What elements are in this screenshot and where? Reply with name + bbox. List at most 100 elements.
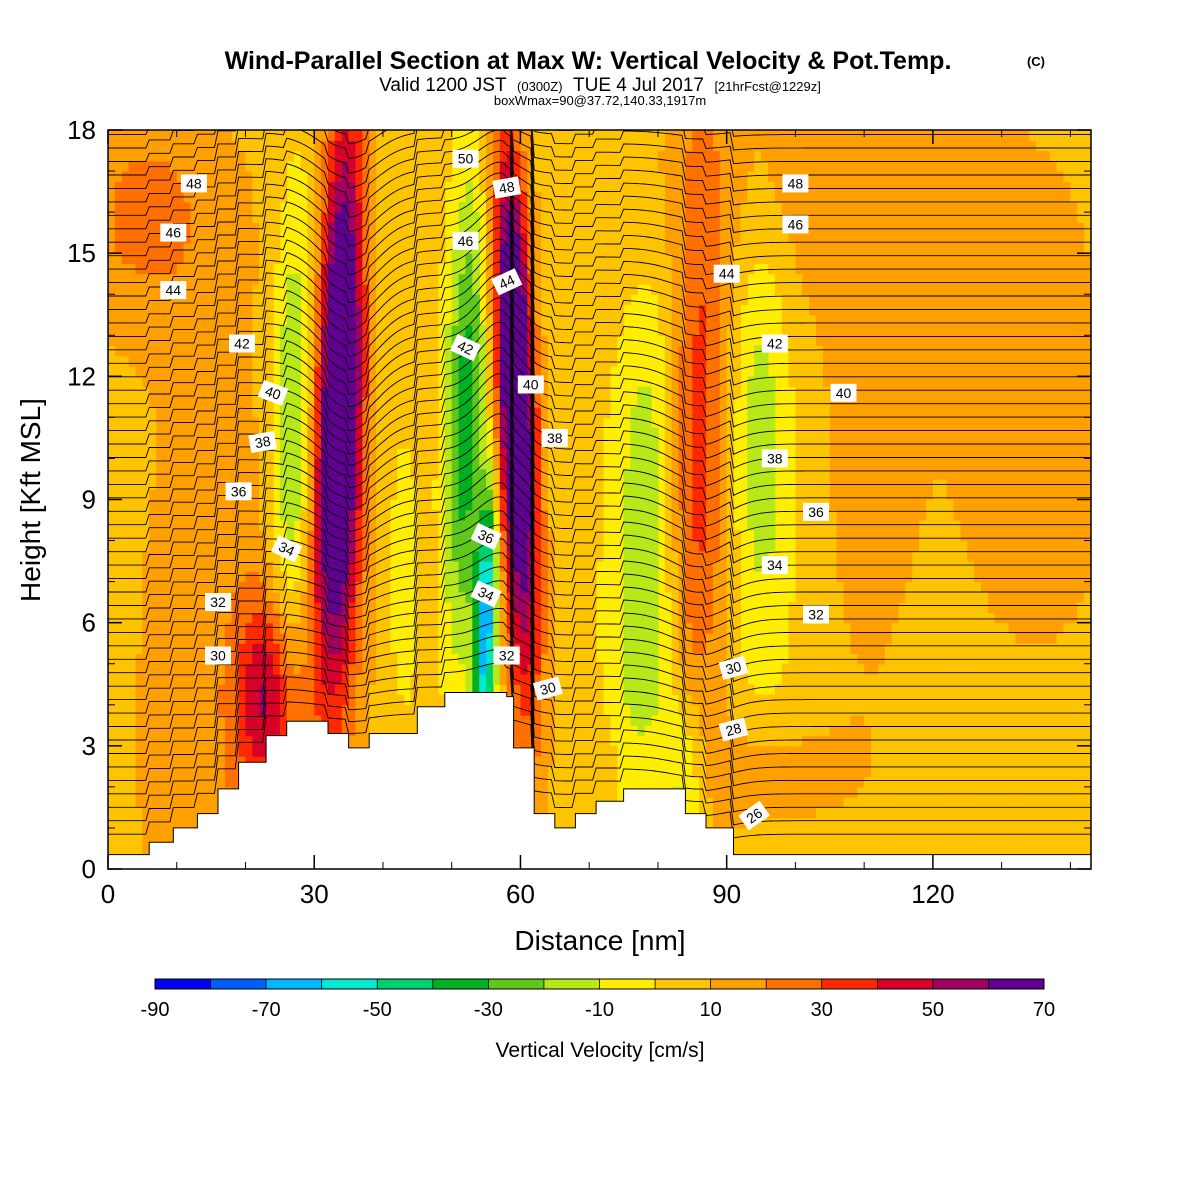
vv-cell	[108, 643, 116, 655]
vv-cell	[149, 232, 157, 244]
vv-cell	[348, 591, 357, 603]
vv-cell	[183, 612, 192, 624]
vv-cell	[417, 581, 425, 593]
vv-cell	[451, 509, 460, 521]
vv-cell	[479, 561, 487, 572]
vv-cell	[369, 622, 377, 634]
vv-cell	[541, 530, 549, 542]
vv-cell	[465, 263, 473, 275]
vv-cell	[108, 602, 116, 614]
vv-cell	[369, 160, 377, 172]
vv-cell	[231, 171, 240, 182]
vv-cell	[389, 694, 398, 706]
vv-cell	[190, 540, 198, 552]
vv-cell	[637, 612, 645, 624]
vv-cell	[307, 263, 315, 275]
vv-cell	[341, 478, 350, 490]
vv-cell	[589, 283, 597, 295]
vv-cell	[272, 130, 281, 141]
vv-cell	[403, 294, 412, 306]
vv-cell	[541, 191, 549, 203]
vv-cell	[300, 622, 308, 634]
vv-cell	[568, 437, 577, 449]
vv-cell	[266, 489, 274, 501]
vv-cell	[293, 427, 302, 439]
vv-cell	[382, 437, 391, 449]
vv-cell	[499, 427, 508, 439]
vv-cell	[554, 520, 563, 531]
vv-cell	[547, 786, 556, 798]
vv-cell	[156, 304, 164, 316]
vv-cell	[376, 407, 384, 418]
vv-cell	[149, 632, 157, 644]
vv-cell	[348, 694, 357, 706]
vv-cell	[238, 232, 247, 244]
vv-cell	[156, 345, 164, 357]
vv-cell	[162, 242, 171, 254]
vv-cell	[520, 222, 528, 234]
vv-cell	[596, 160, 604, 172]
vv-cell	[376, 653, 384, 665]
vv-cell	[541, 571, 549, 583]
vv-cell	[238, 191, 247, 203]
vv-cell	[321, 396, 329, 408]
vv-cell	[204, 756, 212, 767]
vv-cell	[245, 520, 253, 531]
vv-cell	[623, 130, 632, 141]
vv-cell	[286, 478, 295, 490]
vv-cell	[162, 263, 171, 275]
vv-cell	[472, 253, 480, 265]
vv-cell	[266, 673, 274, 685]
vv-cell	[534, 140, 542, 152]
vv-cell	[204, 304, 212, 316]
vv-cell	[286, 602, 295, 614]
vv-cell	[197, 396, 205, 408]
vv-cell	[369, 345, 377, 357]
vv-cell	[547, 335, 556, 347]
vv-cell	[596, 376, 604, 388]
vv-cell	[128, 602, 137, 614]
vv-cell	[534, 263, 542, 275]
vv-cell	[362, 612, 370, 624]
vv-cell	[355, 283, 363, 295]
vv-cell	[252, 181, 260, 193]
vv-cell	[252, 396, 260, 408]
vv-cell	[156, 242, 164, 254]
vv-cell	[341, 663, 350, 675]
vv-cell	[128, 345, 137, 357]
vv-cell	[149, 694, 157, 706]
vv-cell	[630, 478, 638, 490]
vv-cell	[431, 181, 439, 193]
vv-cell	[616, 283, 625, 295]
vv-cell	[321, 386, 329, 398]
vv-cell	[609, 756, 618, 767]
vv-cell	[513, 222, 522, 234]
vv-cell	[149, 242, 157, 254]
vv-cell	[410, 222, 418, 234]
vv-cell	[561, 263, 570, 275]
vv-cell	[534, 786, 542, 798]
vv-cell	[444, 561, 453, 572]
vv-cell	[623, 253, 632, 265]
vv-cell	[307, 561, 315, 572]
vv-cell	[217, 715, 226, 726]
vv-cell	[169, 427, 178, 439]
vv-cell	[169, 673, 178, 685]
vv-cell	[499, 376, 508, 388]
vv-cell	[142, 201, 150, 213]
vv-cell	[451, 612, 460, 624]
vv-cell	[286, 643, 295, 655]
vv-cell	[472, 314, 480, 326]
vv-cell	[389, 201, 398, 213]
vv-cell	[623, 540, 632, 552]
vv-cell	[568, 715, 577, 726]
vv-cell	[108, 427, 116, 439]
vv-cell	[582, 201, 590, 213]
vv-cell	[417, 417, 425, 429]
vv-cell	[492, 550, 501, 562]
vv-cell	[252, 489, 260, 501]
vv-cell	[128, 150, 137, 162]
vv-cell	[389, 283, 398, 295]
vv-cell	[341, 294, 350, 306]
vv-cell	[534, 725, 542, 737]
